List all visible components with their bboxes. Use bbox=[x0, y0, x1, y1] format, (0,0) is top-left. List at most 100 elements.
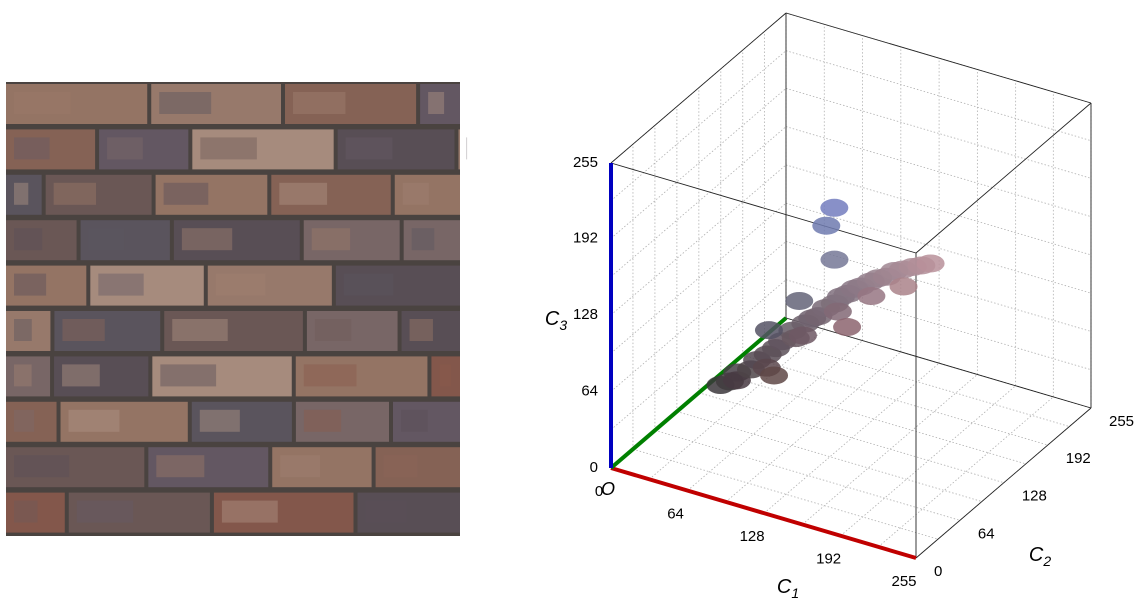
box-edge bbox=[786, 318, 1091, 408]
data-point bbox=[857, 287, 885, 305]
minor-grid-line bbox=[786, 203, 1091, 293]
brick-shade bbox=[159, 92, 211, 114]
z-tick-label: 192 bbox=[573, 229, 598, 246]
brick-shade bbox=[172, 319, 227, 341]
brick-shade bbox=[14, 274, 46, 296]
brick-shade bbox=[98, 274, 143, 296]
data-point bbox=[820, 199, 848, 217]
data-point bbox=[760, 366, 788, 384]
data-point bbox=[833, 318, 861, 336]
brick-shade bbox=[14, 228, 42, 250]
brick-shade bbox=[279, 183, 327, 205]
brick-shade bbox=[89, 228, 125, 250]
data-point bbox=[755, 321, 783, 339]
y-tick-label: 64 bbox=[978, 525, 995, 542]
y-tick-label: 128 bbox=[1022, 488, 1047, 505]
axis-label-letter: C bbox=[777, 576, 792, 598]
grid-line bbox=[786, 88, 1091, 178]
brick-shade bbox=[164, 183, 209, 205]
axis-label: C2 bbox=[1029, 544, 1051, 568]
brick-shade bbox=[304, 410, 341, 432]
x-tick-label: 192 bbox=[816, 551, 841, 568]
brick-shade bbox=[62, 364, 100, 386]
brick-shade bbox=[14, 183, 28, 205]
brick-shade bbox=[312, 228, 350, 250]
box-edge bbox=[786, 13, 1091, 103]
minor-grid-line bbox=[721, 374, 1026, 464]
minor-grid-line bbox=[802, 374, 977, 524]
z-tick-label: 0 bbox=[590, 459, 598, 476]
data-point bbox=[917, 254, 945, 272]
brick-shade bbox=[156, 455, 204, 477]
brick-shade bbox=[160, 364, 216, 386]
data-point bbox=[789, 326, 817, 344]
data-point bbox=[820, 251, 848, 269]
axis-label-letter: C bbox=[1029, 544, 1044, 566]
brick-shade bbox=[315, 319, 351, 341]
axis-label-subscript: 2 bbox=[1042, 553, 1051, 569]
axis-label-subscript: 3 bbox=[559, 317, 567, 333]
origin-label: O bbox=[601, 479, 615, 499]
grid-line bbox=[611, 165, 786, 315]
minor-grid-line bbox=[633, 449, 938, 539]
brick-shade bbox=[200, 410, 240, 432]
x-tick-label: 128 bbox=[740, 528, 765, 545]
z-tick-label: 128 bbox=[573, 306, 598, 323]
z-tick-label: 255 bbox=[573, 154, 598, 171]
brick-shade bbox=[222, 501, 278, 523]
minor-grid-line bbox=[878, 397, 1053, 547]
grid-line bbox=[655, 430, 960, 520]
brick-shade bbox=[304, 364, 357, 386]
axis-label-subscript: 1 bbox=[791, 585, 799, 601]
brick-shade bbox=[466, 137, 467, 159]
box-edge bbox=[916, 103, 1091, 253]
brick-shade bbox=[77, 501, 133, 523]
brick-shade bbox=[410, 319, 433, 341]
brick-shade bbox=[69, 410, 120, 432]
minor-grid-line bbox=[764, 337, 1069, 427]
minor-grid-line bbox=[786, 51, 1091, 141]
brick-shade bbox=[412, 228, 435, 250]
brick-shade bbox=[14, 92, 70, 114]
brick-shade bbox=[107, 137, 143, 159]
figure: 064128192255064128192255064128192255OC1C… bbox=[0, 0, 1137, 603]
brick-shade bbox=[280, 455, 320, 477]
y-tick-label: 255 bbox=[1109, 413, 1134, 430]
brick-shade bbox=[365, 501, 406, 523]
brick bbox=[458, 129, 460, 169]
brick-shade bbox=[14, 455, 69, 477]
axis-label-letter: C bbox=[545, 308, 560, 330]
y-tick-label: 192 bbox=[1066, 450, 1091, 467]
brick-shade bbox=[200, 137, 257, 159]
scatter-plot: 064128192255064128192255064128192255OC1C… bbox=[545, 13, 1134, 601]
box-edge bbox=[916, 408, 1091, 558]
brick-shade bbox=[384, 455, 418, 477]
brick-shade bbox=[346, 137, 393, 159]
minor-grid-line bbox=[677, 412, 982, 502]
brick-shade bbox=[293, 92, 345, 114]
y-tick-label: 0 bbox=[934, 563, 942, 580]
brick-shade bbox=[428, 92, 444, 114]
grid-line bbox=[699, 393, 1004, 483]
brick-shade bbox=[344, 274, 394, 296]
minor-grid-line bbox=[611, 127, 786, 277]
axis-label: C3 bbox=[545, 308, 567, 332]
x-tick-label: 255 bbox=[891, 573, 916, 590]
brick-shade bbox=[403, 183, 429, 205]
box-edge bbox=[611, 163, 916, 253]
brick-shade bbox=[216, 274, 266, 296]
grid-line bbox=[611, 88, 786, 238]
brick-shade bbox=[62, 319, 104, 341]
axis-label: C1 bbox=[777, 576, 799, 600]
texture-image bbox=[6, 82, 467, 536]
y-axis bbox=[611, 318, 786, 468]
brick-shade bbox=[182, 228, 232, 250]
grid-line bbox=[743, 355, 1048, 445]
brick-shade bbox=[439, 364, 450, 386]
brick-shade bbox=[54, 183, 96, 205]
brick-shade bbox=[14, 319, 32, 341]
brick-shade bbox=[14, 137, 50, 159]
data-point bbox=[890, 277, 918, 295]
brick-shade bbox=[14, 501, 38, 523]
data-point bbox=[785, 292, 813, 310]
